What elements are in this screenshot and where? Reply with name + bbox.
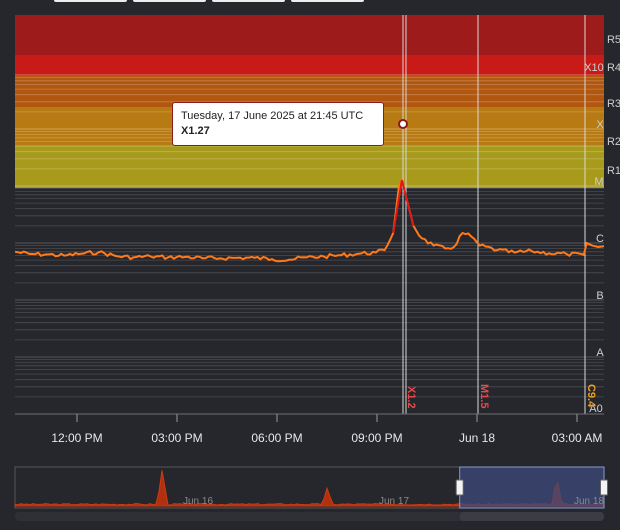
x-tick-label: 12:00 PM xyxy=(51,431,102,445)
xray-flux-line xyxy=(15,177,604,263)
r-label-r5: R5 xyxy=(607,34,620,46)
navigator-scrollbar-track xyxy=(15,512,604,521)
navigator-label-jun18: Jun 18 xyxy=(574,496,604,507)
navigator[interactable]: Jun 16 Jun 17 Jun 18 xyxy=(14,466,608,521)
range-selector xyxy=(54,0,364,2)
navigator-handle-left[interactable] xyxy=(455,479,464,496)
r-label-r2: R2 xyxy=(607,136,620,148)
flare-peak-line xyxy=(392,179,415,234)
range-button-2[interactable] xyxy=(133,0,206,2)
log-gridlines xyxy=(15,74,604,415)
navigator-label-jun16: Jun 16 xyxy=(183,496,213,507)
range-button-1[interactable] xyxy=(54,0,127,2)
range-button-4[interactable] xyxy=(291,0,364,2)
peak-point-marker[interactable] xyxy=(398,119,408,129)
class-label-a0: A0 xyxy=(589,403,602,415)
class-label-x: X xyxy=(596,119,604,131)
band-r3 xyxy=(15,75,604,107)
flare-label-m15: M1.5 xyxy=(478,384,490,408)
x-tick-label: 03:00 AM xyxy=(552,431,603,445)
tooltip-time: Tuesday, 17 June 2025 at 21:45 UTC xyxy=(181,110,364,122)
radio-blackout-labels: R5 R4 R3 R2 R1 xyxy=(607,34,620,177)
x-axis: 12:00 PM 03:00 PM 06:00 PM 09:00 PM Jun … xyxy=(15,413,604,445)
tooltip: Tuesday, 17 June 2025 at 21:45 UTC X1.27 xyxy=(172,102,384,146)
r-label-r4: R4 xyxy=(607,62,620,74)
band-r5 xyxy=(15,15,604,55)
r-label-r3: R3 xyxy=(607,98,620,110)
navigator-label-jun17: Jun 17 xyxy=(379,496,409,507)
band-r1 xyxy=(15,145,604,188)
tooltip-value: X1.27 xyxy=(181,125,210,137)
class-label-m: M xyxy=(594,176,603,188)
navigator-scrollbar-thumb[interactable] xyxy=(459,512,604,521)
flare-class-labels: A B C M X X10 A0 xyxy=(584,62,604,415)
class-label-x10: X10 xyxy=(584,62,604,74)
flare-event-labels: X1.2 M1.5 C9.4 xyxy=(405,384,597,409)
r-label-r1: R1 xyxy=(607,165,620,177)
class-label-c: C xyxy=(596,233,604,245)
band-r4 xyxy=(15,55,604,75)
x-tick-label: 09:00 PM xyxy=(351,431,402,445)
flare-label-c94: C9.4 xyxy=(585,384,597,408)
range-button-3[interactable] xyxy=(212,0,285,2)
class-label-b: B xyxy=(596,290,603,302)
flare-label-x12: X1.2 xyxy=(405,386,417,409)
navigator-handle-right[interactable] xyxy=(600,479,608,496)
class-label-a: A xyxy=(596,347,604,359)
x-tick-label: 06:00 PM xyxy=(251,431,302,445)
x-tick-label: 03:00 PM xyxy=(151,431,202,445)
x-tick-label: Jun 18 xyxy=(459,431,495,445)
